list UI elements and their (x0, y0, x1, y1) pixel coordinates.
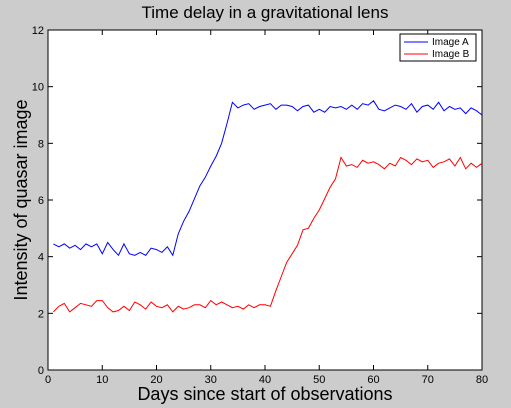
legend-box (399, 33, 477, 62)
axis-ticks: 0 10 20 30 40 50 60 70 80 0 2 4 6 8 10 12 (32, 25, 488, 386)
x-tick-label: 50 (313, 374, 325, 386)
plot-area (47, 29, 483, 371)
x-tick-label: 80 (476, 374, 488, 386)
series-line-image-a (53, 100, 483, 257)
chart-title: Time delay in a gravitational lens (142, 3, 389, 22)
x-tick-label: 0 (45, 374, 51, 386)
series-lines (53, 100, 483, 313)
legend-label-image-b: Image B (432, 49, 470, 60)
y-tick-label: 8 (38, 138, 44, 150)
x-tick-label: 20 (150, 374, 162, 386)
x-axis-label: Days since start of observations (137, 384, 392, 404)
y-tick-label: 10 (32, 82, 44, 94)
y-tick-label: 2 (38, 308, 44, 320)
x-tick-label: 10 (96, 374, 108, 386)
y-tick-label: 12 (32, 25, 44, 37)
legend-label-image-a: Image A (432, 37, 469, 48)
y-axis-label: Intensity of quasar image (11, 99, 31, 300)
x-tick-label: 70 (422, 374, 434, 386)
x-tick-label: 40 (259, 374, 271, 386)
y-tick-label: 6 (38, 195, 44, 207)
y-tick-label: 4 (38, 252, 44, 264)
x-tick-label: 30 (205, 374, 217, 386)
y-tick-label: 0 (38, 365, 44, 377)
x-tick-label: 60 (367, 374, 379, 386)
series-line-image-b (53, 156, 483, 313)
legend: Image A Image B (399, 33, 477, 62)
